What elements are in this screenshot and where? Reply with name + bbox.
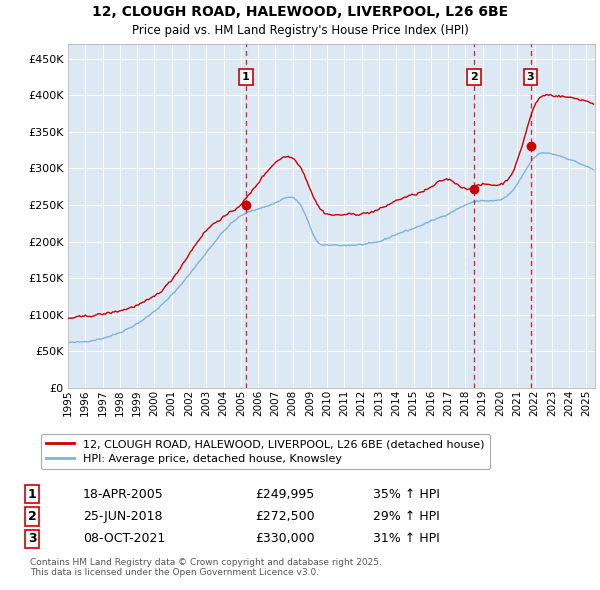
Text: 12, CLOUGH ROAD, HALEWOOD, LIVERPOOL, L26 6BE: 12, CLOUGH ROAD, HALEWOOD, LIVERPOOL, L2… [92,5,508,19]
Text: 31% ↑ HPI: 31% ↑ HPI [373,532,440,545]
Text: 2: 2 [470,71,478,81]
Text: 2: 2 [28,510,37,523]
Text: 18-APR-2005: 18-APR-2005 [83,488,164,501]
Legend: 12, CLOUGH ROAD, HALEWOOD, LIVERPOOL, L26 6BE (detached house), HPI: Average pri: 12, CLOUGH ROAD, HALEWOOD, LIVERPOOL, L2… [41,434,490,469]
Text: 3: 3 [527,71,535,81]
Text: £249,995: £249,995 [255,488,314,501]
Text: 35% ↑ HPI: 35% ↑ HPI [373,488,440,501]
Text: £272,500: £272,500 [255,510,314,523]
Text: Contains HM Land Registry data © Crown copyright and database right 2025.
This d: Contains HM Land Registry data © Crown c… [30,558,382,578]
Text: 29% ↑ HPI: 29% ↑ HPI [373,510,440,523]
Text: Price paid vs. HM Land Registry's House Price Index (HPI): Price paid vs. HM Land Registry's House … [131,24,469,37]
Text: 1: 1 [28,488,37,501]
Text: 3: 3 [28,532,37,545]
Text: 1: 1 [242,71,250,81]
Text: 25-JUN-2018: 25-JUN-2018 [83,510,163,523]
Text: £330,000: £330,000 [255,532,314,545]
Text: 08-OCT-2021: 08-OCT-2021 [83,532,165,545]
